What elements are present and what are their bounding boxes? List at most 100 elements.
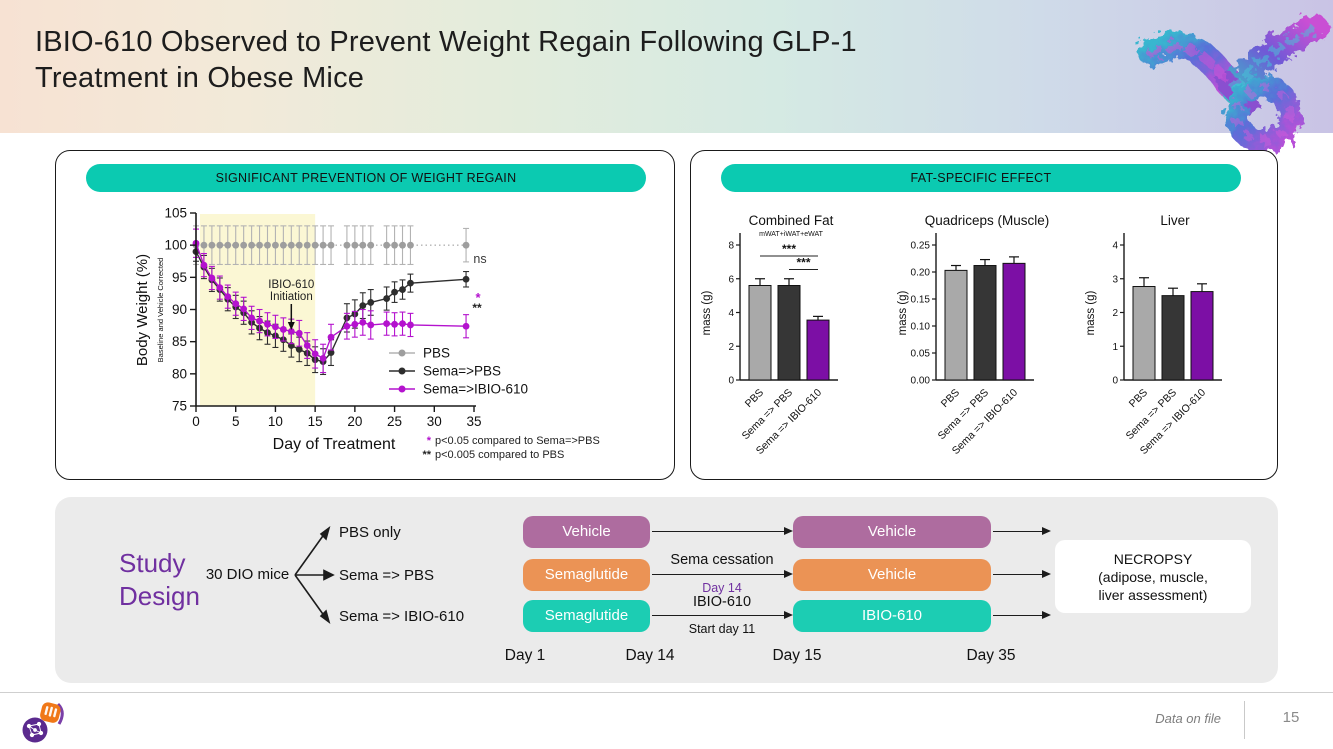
necropsy-line-1: NECROPSY xyxy=(1113,550,1193,567)
arm-label-sema-pbs: Sema => PBS xyxy=(339,567,435,584)
svg-text:***: *** xyxy=(782,242,796,256)
fat-effect-panel: FAT-SPECIFIC EFFECT Combined Fat mWAT+iWA… xyxy=(690,150,1278,480)
svg-text:Baseline and Vehicle Corrected: Baseline and Vehicle Corrected xyxy=(156,258,165,363)
stage1-pill-vehicle: Vehicle xyxy=(523,516,650,548)
svg-text:**: ** xyxy=(472,301,482,315)
svg-text:0.00: 0.00 xyxy=(911,376,931,387)
necropsy-line-2: (adipose, muscle, xyxy=(1098,568,1208,585)
page-title: IBIO-610 Observed to Prevent Weight Rega… xyxy=(35,24,857,96)
mid-arrow-row3 xyxy=(652,610,793,619)
svg-text:0.20: 0.20 xyxy=(911,268,931,279)
stage2-pill-vehicle-1: Vehicle xyxy=(793,516,991,548)
fat-effect-header-pill: FAT-SPECIFIC EFFECT xyxy=(721,164,1241,192)
svg-text:25: 25 xyxy=(387,414,402,429)
body-weight-line-chart: 0 5 10 15 20 25 30 35 75 80 85 90 95 100 105 Day of Tre… xyxy=(134,206,600,461)
svg-text:0.15: 0.15 xyxy=(911,295,931,306)
end-arrow-row3 xyxy=(993,610,1051,619)
mid-arrow-row2 xyxy=(652,569,793,578)
svg-text:75: 75 xyxy=(172,399,187,414)
svg-text:p<0.05 compared to Sema=>PBS: p<0.05 compared to Sema=>PBS xyxy=(435,435,600,447)
slide-header: IBIO-610 Observed to Prevent Weight Rega… xyxy=(0,0,1333,153)
end-arrow-row1 xyxy=(993,526,1051,535)
svg-text:4: 4 xyxy=(1112,241,1118,252)
svg-text:PBS: PBS xyxy=(1127,387,1150,410)
quadriceps-bar-chart: Quadriceps (Muscle) 0.00 0.05 0.10 0.15 0.20 0… xyxy=(897,213,1050,457)
svg-text:Liver: Liver xyxy=(1160,213,1190,228)
svg-text:100: 100 xyxy=(164,238,187,253)
svg-text:Quadriceps (Muscle): Quadriceps (Muscle) xyxy=(925,213,1050,228)
timeline-day-35: Day 35 xyxy=(966,647,1016,664)
svg-text:80: 80 xyxy=(172,366,187,381)
svg-text:2: 2 xyxy=(1112,308,1118,319)
title-line-1: IBIO-610 Observed to Prevent Weight Rega… xyxy=(35,26,857,58)
svg-text:0.10: 0.10 xyxy=(911,322,931,333)
svg-text:Sema=>IBIO-610: Sema=>IBIO-610 xyxy=(423,382,528,397)
svg-text:Initiation: Initiation xyxy=(270,291,313,303)
svg-text:0.05: 0.05 xyxy=(911,349,931,360)
end-arrow-row2 xyxy=(993,569,1051,578)
weight-regain-panel: SIGNIFICANT PREVENTION OF WEIGHT REGAIN … xyxy=(55,150,675,480)
svg-text:5: 5 xyxy=(232,414,240,429)
svg-text:0: 0 xyxy=(192,414,200,429)
svg-text:0.25: 0.25 xyxy=(911,241,931,252)
antibody-structure-image xyxy=(1137,14,1329,153)
combined-fat-bar-chart: Combined Fat mWAT+iWAT+eWAT 0 2 4 6 8 mass (g) P… xyxy=(701,213,838,457)
svg-text:*: * xyxy=(475,290,481,305)
stage2-pill-ibio-610: IBIO-610 xyxy=(793,600,991,632)
cohort-label: 30 DIO mice xyxy=(205,566,290,583)
svg-text:PBS: PBS xyxy=(423,346,450,361)
title-line-2: Treatment in Obese Mice xyxy=(35,62,365,94)
svg-text:4: 4 xyxy=(728,308,734,319)
svg-text:20: 20 xyxy=(347,414,362,429)
stage2-pill-vehicle-2: Vehicle xyxy=(793,559,991,591)
svg-text:1: 1 xyxy=(1112,342,1118,353)
svg-text:PBS: PBS xyxy=(743,387,766,410)
day-14-sublabel: Day 14 xyxy=(702,581,742,595)
svg-text:30: 30 xyxy=(427,414,442,429)
ibio-610-label: IBIO-610 xyxy=(692,594,752,610)
footer-divider xyxy=(1244,701,1245,739)
sema-cessation-label: Sema cessation xyxy=(670,552,774,568)
svg-text:0: 0 xyxy=(728,376,734,387)
svg-text:Sema=>PBS: Sema=>PBS xyxy=(423,364,501,379)
svg-text:mass (g): mass (g) xyxy=(701,290,713,335)
study-design-panel: Study Design 30 DIO mice PBS only Sema =… xyxy=(55,497,1278,683)
svg-text:ns: ns xyxy=(473,252,486,266)
svg-text:15: 15 xyxy=(308,414,323,429)
start-day-11-sublabel: Start day 11 xyxy=(688,622,756,636)
svg-text:8: 8 xyxy=(728,241,734,252)
svg-text:p<0.005 compared to PBS: p<0.005 compared to PBS xyxy=(435,449,564,461)
svg-text:0: 0 xyxy=(1112,376,1118,387)
study-design-title: Study Design xyxy=(119,548,200,611)
svg-text:2: 2 xyxy=(728,342,734,353)
necropsy-line-3: liver assessment) xyxy=(1098,586,1208,603)
svg-text:3: 3 xyxy=(1112,274,1118,285)
svg-text:mass (g): mass (g) xyxy=(1085,290,1097,335)
stage1-pill-semaglutide2: Semaglutide xyxy=(523,600,650,632)
svg-text:6: 6 xyxy=(728,274,734,285)
branch-arrows xyxy=(294,525,335,625)
svg-text:105: 105 xyxy=(164,206,187,221)
necropsy-box: NECROPSY (adipose, muscle, liver assessm… xyxy=(1055,540,1251,613)
svg-text:*: * xyxy=(427,435,432,447)
svg-text:Body Weight (%): Body Weight (%) xyxy=(134,254,151,366)
timeline-day-14: Day 14 xyxy=(625,647,675,664)
svg-text:Day of Treatment: Day of Treatment xyxy=(273,436,396,453)
slide-footer: Data on file 15 xyxy=(0,692,1333,749)
svg-text:10: 10 xyxy=(268,414,283,429)
svg-text:***: *** xyxy=(796,255,810,269)
weight-regain-header-pill: SIGNIFICANT PREVENTION OF WEIGHT REGAIN xyxy=(86,164,646,192)
arm-label-sema-ibio: Sema => IBIO-610 xyxy=(339,608,465,625)
page-number: 15 xyxy=(1282,709,1300,726)
timeline-day-1: Day 1 xyxy=(504,647,546,664)
svg-text:**: ** xyxy=(422,449,431,461)
timeline-day-15: Day 15 xyxy=(772,647,822,664)
svg-text:95: 95 xyxy=(172,270,187,285)
svg-text:mWAT+iWAT+eWAT: mWAT+iWAT+eWAT xyxy=(759,231,823,238)
svg-text:35: 35 xyxy=(466,414,481,429)
svg-text:PBS: PBS xyxy=(939,387,962,410)
svg-text:85: 85 xyxy=(172,334,187,349)
stage1-pill-semaglutide: Semaglutide xyxy=(523,559,650,591)
